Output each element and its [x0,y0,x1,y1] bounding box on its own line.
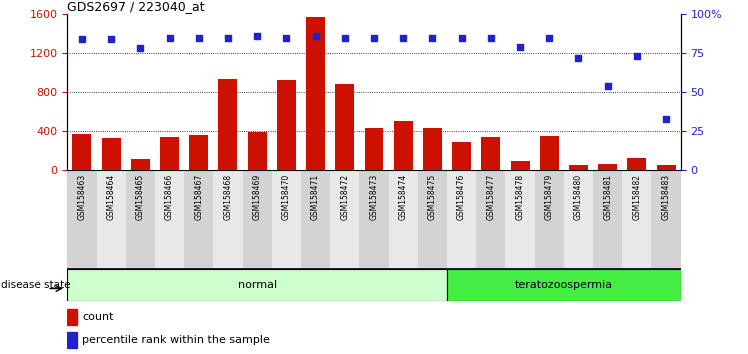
Bar [155,170,184,269]
Bar [359,170,389,269]
Text: GSM158478: GSM158478 [515,174,524,220]
Bar [67,170,96,269]
Text: teratozoospermia: teratozoospermia [515,280,613,290]
Bar [657,165,675,170]
Text: GSM158466: GSM158466 [165,174,174,220]
Point [135,46,147,51]
Text: disease state: disease state [1,280,70,290]
Point [572,55,584,61]
Point [485,35,497,40]
Text: GSM158468: GSM158468 [224,174,233,220]
Text: percentile rank within the sample: percentile rank within the sample [82,335,270,346]
Bar [447,269,681,301]
Bar [277,80,296,170]
Bar [73,134,91,170]
Text: GSM158469: GSM158469 [253,174,262,220]
Bar [67,269,447,301]
Point [601,83,613,88]
Text: GSM158482: GSM158482 [632,174,641,220]
Bar [131,159,150,170]
Point [631,53,643,59]
Bar [364,128,384,170]
Point [368,35,380,40]
Text: GSM158476: GSM158476 [457,174,466,220]
Point [193,35,205,40]
Bar [622,170,652,269]
Bar [335,84,355,170]
Bar [218,79,237,170]
Point [76,36,88,42]
Text: GSM158470: GSM158470 [282,174,291,220]
Bar [126,170,155,269]
Text: GDS2697 / 223040_at: GDS2697 / 223040_at [67,0,205,13]
Point [426,35,438,40]
Point [280,35,292,40]
Text: GSM158475: GSM158475 [428,174,437,220]
Bar [301,170,330,269]
Bar [306,17,325,170]
Bar [418,170,447,269]
Text: GSM158480: GSM158480 [574,174,583,220]
Point [310,33,322,39]
Point [105,36,117,42]
Bar [482,137,500,170]
Bar [213,170,242,269]
Point [164,35,176,40]
Bar [102,138,120,170]
Point [660,116,672,121]
Text: GSM158464: GSM158464 [107,174,116,220]
Bar [96,170,126,269]
Bar [447,170,476,269]
Text: GSM158477: GSM158477 [486,174,495,220]
Bar [248,132,267,170]
Bar [535,170,564,269]
Text: GSM158473: GSM158473 [370,174,378,220]
Text: GSM158472: GSM158472 [340,174,349,220]
Bar [540,136,559,170]
Bar [511,161,530,170]
Text: GSM158479: GSM158479 [545,174,554,220]
Bar [242,170,272,269]
Point [543,35,555,40]
Bar [506,170,535,269]
Bar [569,165,588,170]
Point [456,35,468,40]
Bar [452,142,471,170]
Bar [189,135,208,170]
Text: normal: normal [238,280,277,290]
Bar [184,170,213,269]
Bar [652,170,681,269]
Bar [160,137,179,170]
Point [222,35,234,40]
Text: GSM158471: GSM158471 [311,174,320,220]
Text: GSM158463: GSM158463 [78,174,87,220]
Bar [476,170,506,269]
Point [339,35,351,40]
Text: GSM158465: GSM158465 [136,174,145,220]
Bar [628,158,646,170]
Point [514,44,526,50]
Text: GSM158474: GSM158474 [399,174,408,220]
Bar [67,332,76,348]
Text: GSM158467: GSM158467 [194,174,203,220]
Bar [598,164,617,170]
Text: GSM158481: GSM158481 [603,174,612,220]
Bar [389,170,418,269]
Point [397,35,409,40]
Bar [564,170,593,269]
Bar [393,121,413,170]
Bar [330,170,359,269]
Bar [593,170,622,269]
Point [251,33,263,39]
Text: GSM158483: GSM158483 [661,174,670,220]
Bar [272,170,301,269]
Text: count: count [82,312,114,322]
Bar [423,128,442,170]
Bar [67,309,76,325]
